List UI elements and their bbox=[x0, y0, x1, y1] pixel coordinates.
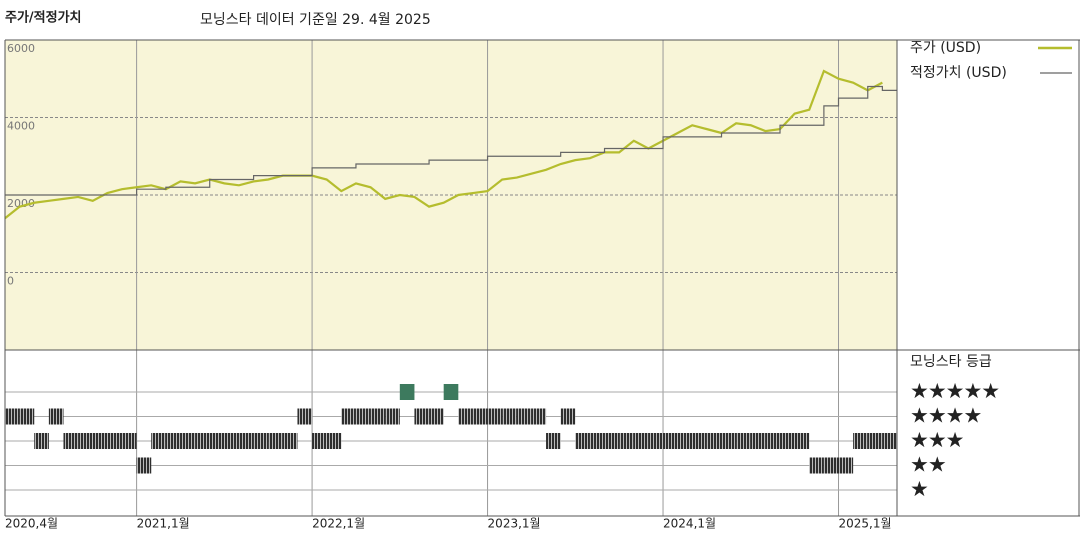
rating-label: ★★★★★ bbox=[910, 379, 999, 403]
rating-bar bbox=[721, 433, 737, 449]
rating-bar bbox=[282, 433, 298, 449]
rating-bar bbox=[297, 408, 313, 425]
rating-bar bbox=[794, 433, 810, 449]
rating-bar bbox=[224, 433, 239, 449]
rating-label: ★★★★ bbox=[910, 404, 981, 428]
rating-bar bbox=[882, 433, 897, 449]
rating-bar bbox=[604, 433, 620, 449]
legend-label: 적정가치 (USD) bbox=[910, 65, 1007, 81]
y-tick-label: 2000 bbox=[7, 197, 35, 210]
rating-bar bbox=[823, 457, 839, 474]
rating-bar bbox=[472, 408, 488, 425]
rating-bar bbox=[546, 433, 561, 449]
x-tick-label: 2020,4월 bbox=[5, 517, 58, 531]
x-tick-label: 2025,1월 bbox=[839, 517, 892, 531]
rating-bar bbox=[589, 433, 605, 449]
rating-bar bbox=[312, 433, 327, 449]
rating-bar bbox=[458, 408, 473, 425]
rating-bar bbox=[326, 433, 342, 449]
rating-bar bbox=[677, 433, 693, 449]
rating-bar bbox=[355, 408, 371, 425]
rating-bar bbox=[195, 433, 210, 449]
rating-bar bbox=[107, 433, 122, 449]
rating-bar bbox=[136, 457, 152, 474]
rating-bar bbox=[502, 408, 517, 425]
plot-layer: 0 2000 4000 6000 2020,4월 2021,1월 2022,1월 2023,1… bbox=[4, 40, 1072, 531]
rating-bar bbox=[19, 408, 35, 425]
rating-bar bbox=[34, 433, 49, 449]
rating-bar bbox=[370, 408, 386, 425]
rating-bar bbox=[48, 408, 64, 425]
rating-bar bbox=[560, 408, 576, 425]
rating-bar bbox=[5, 408, 20, 425]
rating-bar bbox=[809, 457, 824, 474]
rating-title: 모닝스타 등급 bbox=[910, 354, 992, 370]
rating-bar bbox=[78, 433, 93, 449]
rating-bar bbox=[165, 433, 181, 449]
chart-title: 주가/적정가치 bbox=[5, 10, 82, 26]
rating-bar bbox=[780, 433, 795, 449]
rating-label: ★ bbox=[910, 477, 928, 501]
y-tick-label: 4000 bbox=[7, 120, 35, 133]
rating-bar bbox=[750, 433, 766, 449]
rating-bar bbox=[487, 408, 503, 425]
series-line bbox=[5, 85, 897, 196]
rating-label: ★★★ bbox=[910, 428, 964, 452]
y-tick-label: 0 bbox=[7, 275, 14, 288]
x-tick-label: 2021,1월 bbox=[137, 517, 190, 531]
x-tick-label: 2023,1월 bbox=[488, 517, 541, 531]
rating-bar bbox=[648, 433, 664, 449]
rating-bar bbox=[443, 384, 459, 400]
rating-bar bbox=[180, 433, 196, 449]
rating-bar bbox=[209, 433, 225, 449]
x-tick-label: 2024,1월 bbox=[663, 517, 716, 531]
rating-bar bbox=[516, 408, 532, 425]
rating-bar bbox=[765, 433, 781, 449]
rating-bar bbox=[575, 433, 590, 449]
rating-bar bbox=[399, 384, 415, 400]
rating-bar bbox=[663, 433, 678, 449]
chart-subtitle: 모닝스타 데이터 기준일 29. 4월 2025 bbox=[200, 12, 431, 28]
y-tick-label: 6000 bbox=[7, 42, 35, 55]
rating-bar bbox=[531, 408, 547, 425]
rating-bar bbox=[619, 433, 634, 449]
rating-bar bbox=[414, 408, 430, 425]
x-tick-label: 2022,1월 bbox=[312, 517, 365, 531]
rating-bar bbox=[151, 433, 166, 449]
rating-bar bbox=[706, 433, 722, 449]
rating-bar bbox=[692, 433, 707, 449]
rating-bar bbox=[867, 433, 883, 449]
rating-label: ★★ bbox=[910, 453, 946, 477]
series-line bbox=[4, 69, 883, 220]
rating-bar bbox=[238, 433, 254, 449]
rating-bar bbox=[341, 408, 356, 425]
rating-bar bbox=[853, 433, 868, 449]
rating-bar bbox=[253, 433, 269, 449]
rating-bar bbox=[429, 408, 444, 425]
rating-bar bbox=[736, 433, 751, 449]
rating-bar bbox=[121, 433, 137, 449]
rating-bar bbox=[385, 408, 400, 425]
rating-bar bbox=[92, 433, 108, 449]
rating-bar bbox=[633, 433, 649, 449]
rating-bar bbox=[268, 433, 283, 449]
rating-bar bbox=[838, 457, 854, 474]
legend-label: 주가 (USD) bbox=[910, 40, 981, 56]
rating-bar bbox=[63, 433, 79, 449]
